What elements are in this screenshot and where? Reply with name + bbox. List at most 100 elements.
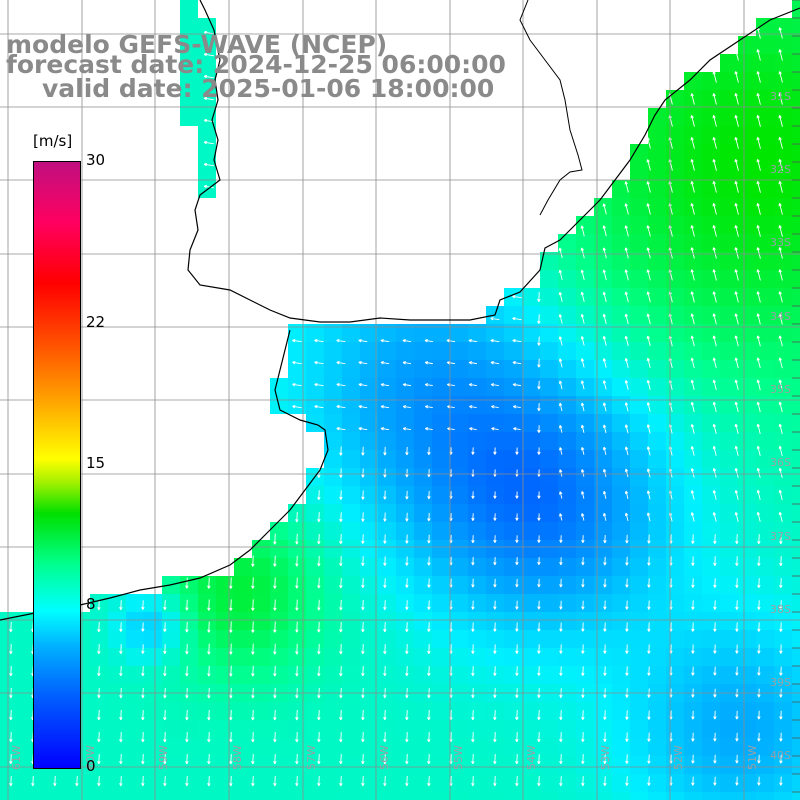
wind-cell — [432, 756, 450, 774]
wind-cell — [306, 486, 324, 504]
wind-cell — [684, 162, 702, 180]
wind-cell — [792, 414, 800, 432]
wind-cell — [270, 666, 288, 684]
wind-cell — [360, 774, 378, 792]
wind-arrow — [490, 317, 500, 321]
wind-arrow — [427, 710, 431, 721]
wind-cell — [630, 270, 648, 288]
wind-arrow — [380, 339, 390, 343]
wind-cell — [738, 648, 756, 666]
wind-cell — [630, 594, 648, 612]
wind-cell — [432, 414, 450, 432]
wind-arrow — [647, 666, 651, 676]
wind-cell — [432, 594, 450, 612]
wind-cell — [540, 306, 558, 324]
wind-cell — [468, 648, 486, 666]
wind-cell — [756, 108, 774, 126]
wind-cell — [756, 540, 774, 558]
wind-cell — [288, 324, 306, 342]
wind-arrow — [778, 335, 783, 347]
wind-arrow — [229, 753, 233, 765]
wind-cell — [756, 630, 774, 648]
wind-arrow — [380, 405, 390, 409]
wind-arrow — [558, 291, 563, 302]
wind-cell — [414, 630, 432, 648]
wind-cell — [414, 378, 432, 396]
map-title-forecast: forecast date: 2024-12-25 06:00:00 — [6, 50, 506, 79]
wind-cell — [540, 666, 558, 684]
wind-arrow — [559, 776, 563, 787]
wind-cell — [180, 72, 198, 90]
wind-cell — [720, 756, 738, 774]
wind-arrow — [273, 776, 277, 787]
wind-arrow — [251, 731, 255, 743]
wind-arrow — [602, 247, 607, 259]
wind-cell — [576, 468, 594, 486]
wind-arrow — [141, 666, 145, 677]
wind-cell — [180, 18, 198, 36]
wind-cell — [612, 486, 630, 504]
wind-arrow — [97, 644, 101, 655]
wind-cell — [324, 666, 342, 684]
wind-cell — [576, 738, 594, 756]
wind-cell — [414, 342, 432, 360]
wind-arrow — [185, 731, 189, 743]
wind-arrow — [779, 776, 783, 786]
wind-cell — [180, 774, 198, 792]
wind-cell — [558, 234, 576, 252]
wind-cell — [720, 666, 738, 684]
wind-cell — [396, 504, 414, 522]
wind-cell — [702, 756, 720, 774]
wind-cell — [234, 648, 252, 666]
wind-arrow — [647, 622, 651, 632]
wind-cell — [18, 612, 36, 630]
wind-arrow — [383, 754, 387, 765]
wind-arrow — [405, 732, 409, 743]
wind-cell — [450, 558, 468, 576]
wind-cell — [756, 558, 774, 576]
wind-cell — [594, 648, 612, 666]
wind-arrow — [515, 732, 519, 743]
wind-cell — [396, 432, 414, 450]
wind-cell — [702, 432, 720, 450]
wind-cell — [792, 702, 800, 720]
wind-arrow — [207, 731, 211, 743]
wind-arrow — [427, 556, 431, 566]
wind-arrow — [690, 137, 695, 149]
wind-cell — [558, 666, 576, 684]
wind-cell — [396, 378, 414, 396]
wind-arrow — [559, 622, 563, 632]
wind-cell — [666, 738, 684, 756]
wind-arrow — [229, 665, 233, 677]
wind-arrow — [712, 445, 717, 456]
wind-cell — [432, 378, 450, 396]
wind-arrow — [493, 710, 497, 721]
wind-cell — [378, 486, 396, 504]
wind-cell — [342, 324, 360, 342]
wind-cell — [630, 432, 648, 450]
wind-cell — [216, 774, 234, 792]
wind-arrow — [580, 269, 585, 281]
wind-cell — [720, 774, 738, 792]
wind-arrow — [361, 666, 365, 677]
wind-cell — [720, 738, 738, 756]
wind-arrow — [537, 358, 541, 368]
wind-cell — [450, 450, 468, 468]
wind-cell — [720, 486, 738, 504]
wind-arrow — [471, 447, 475, 455]
wind-arrow — [339, 643, 343, 655]
wind-arrow — [713, 622, 717, 632]
wind-cell — [684, 216, 702, 234]
wind-cell — [774, 18, 792, 36]
wind-cell — [396, 414, 414, 432]
wind-cell — [360, 324, 378, 342]
wind-cell — [792, 522, 800, 540]
wind-cell — [702, 126, 720, 144]
wind-cell — [720, 342, 738, 360]
wind-cell — [378, 558, 396, 576]
wind-cell — [594, 198, 612, 216]
wind-cell — [666, 234, 684, 252]
wind-arrow — [646, 269, 651, 281]
wind-cell — [360, 504, 378, 522]
wind-arrow — [427, 732, 431, 743]
